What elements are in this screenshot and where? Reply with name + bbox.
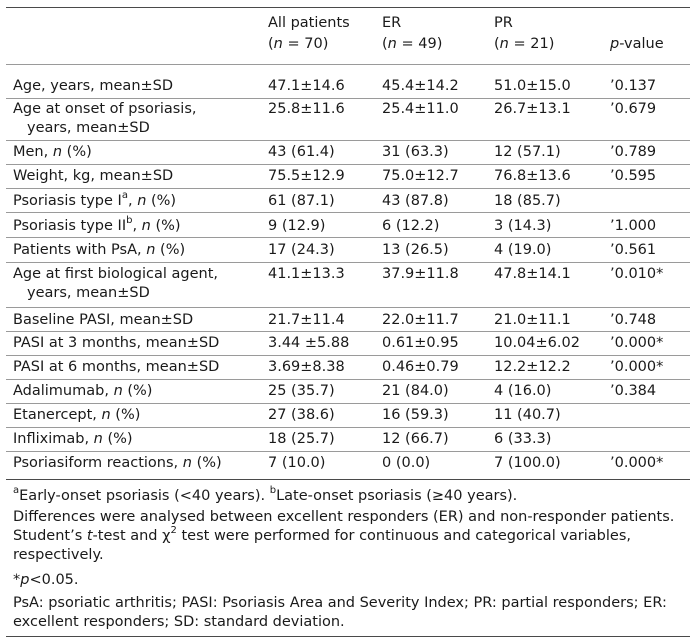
row-label: PASI at 6 months, mean±SD <box>13 359 220 375</box>
cell-er: 75.0±12.7 <box>382 168 459 184</box>
row-rule <box>6 331 690 332</box>
header-pr: PR (n = 21) <box>494 15 555 52</box>
cell-all: 27 (38.6) <box>268 407 335 423</box>
footnote-onset: aEarly-onset psoriasis (<40 years). bLat… <box>13 485 518 504</box>
cell-all: 47.1±14.6 <box>268 78 345 94</box>
row-rule <box>6 140 690 141</box>
row-label: Age at onset of psoriasis, years, mean±S… <box>13 101 197 136</box>
cell-er: 31 (63.3) <box>382 144 449 160</box>
cell-pr: 11 (40.7) <box>494 407 561 423</box>
cell-pr: 26.7±13.1 <box>494 101 571 117</box>
row-label: Age at first biological agent, years, me… <box>13 266 219 301</box>
row-label: Baseline PASI, mean±SD <box>13 312 194 328</box>
header-all-patients: All patients (n = 70) <box>268 15 350 52</box>
cell-er: 45.4±14.2 <box>382 78 459 94</box>
cell-pr: 3 (14.3) <box>494 218 552 234</box>
cell-pr: 7 (100.0) <box>494 455 561 471</box>
row-rule <box>6 98 690 99</box>
row-rule <box>6 188 690 189</box>
cell-pr: 4 (16.0) <box>494 383 552 399</box>
cell-er: 13 (26.5) <box>382 242 449 258</box>
cell-all: 7 (10.0) <box>268 455 326 471</box>
row-rule <box>6 379 690 380</box>
row-label: Patients with PsA, n (%) <box>13 242 186 258</box>
cell-p: ’0.595 <box>610 168 657 184</box>
cell-all: 3.44 ±5.88 <box>268 335 350 351</box>
footnote-significance: *p<0.05. <box>13 572 79 588</box>
cell-pr: 12 (57.1) <box>494 144 561 160</box>
row-label: Etanercept, n (%) <box>13 407 141 423</box>
cell-all: 25 (35.7) <box>268 383 335 399</box>
cell-pr: 21.0±11.1 <box>494 312 571 328</box>
row-label: Age, years, mean±SD <box>13 78 174 94</box>
cell-p: ’0.000* <box>610 335 664 351</box>
header-er: ER (n = 49) <box>382 15 443 52</box>
cell-p: ’0.679 <box>610 101 657 117</box>
row-rule <box>6 164 690 165</box>
cell-all: 75.5±12.9 <box>268 168 345 184</box>
cell-p: ’0.010* <box>610 266 664 282</box>
cell-pr: 76.8±13.6 <box>494 168 571 184</box>
row-rule <box>6 427 690 428</box>
cell-p: ’0.000* <box>610 455 664 471</box>
cell-er: 12 (66.7) <box>382 431 449 447</box>
cell-er: 0 (0.0) <box>382 455 431 471</box>
cell-p: ’0.748 <box>610 312 657 328</box>
cell-er: 37.9±11.8 <box>382 266 459 282</box>
cell-pr: 12.2±12.2 <box>494 359 571 375</box>
row-rule <box>6 262 690 263</box>
cell-p: ’0.384 <box>610 383 657 399</box>
row-rule <box>6 307 690 308</box>
row-rule <box>6 451 690 452</box>
cell-all: 61 (87.1) <box>268 193 335 209</box>
row-rule <box>6 237 690 238</box>
cell-pr: 10.04±6.02 <box>494 335 580 351</box>
cell-all: 18 (25.7) <box>268 431 335 447</box>
row-label: PASI at 3 months, mean±SD <box>13 335 220 351</box>
header-p-value: p-value <box>610 36 664 52</box>
cell-all: 41.1±13.3 <box>268 266 345 282</box>
footnote-methods: Differences were analysed between excell… <box>13 509 675 563</box>
cell-pr: 47.8±14.1 <box>494 266 571 282</box>
cell-pr: 51.0±15.0 <box>494 78 571 94</box>
row-label: Psoriasis type IIb, n (%) <box>13 215 181 234</box>
cell-pr: 6 (33.3) <box>494 431 552 447</box>
row-rule <box>6 212 690 213</box>
cell-all: 17 (24.3) <box>268 242 335 258</box>
row-rule <box>6 403 690 404</box>
cell-pr: 4 (19.0) <box>494 242 552 258</box>
cell-all: 25.8±11.6 <box>268 101 345 117</box>
row-label: Infliximab, n (%) <box>13 431 133 447</box>
top-rule <box>6 7 690 8</box>
row-label: Adalimumab, n (%) <box>13 383 153 399</box>
cell-p: ’1.000 <box>610 218 657 234</box>
cell-p: ’0.137 <box>610 78 657 94</box>
cell-pr: 18 (85.7) <box>494 193 561 209</box>
row-label: Psoriasiform reactions, n (%) <box>13 455 222 471</box>
cell-er: 21 (84.0) <box>382 383 449 399</box>
row-label: Weight, kg, mean±SD <box>13 168 174 184</box>
cell-p: ’0.561 <box>610 242 657 258</box>
cell-er: 0.61±0.95 <box>382 335 459 351</box>
cell-all: 43 (61.4) <box>268 144 335 160</box>
row-label: Men, n (%) <box>13 144 92 160</box>
footnote-abbreviations: PsA: psoriatic arthritis; PASI: Psoriasi… <box>13 595 667 630</box>
cell-all: 9 (12.9) <box>268 218 326 234</box>
bottom-rule <box>6 479 690 480</box>
header-rule <box>6 64 690 65</box>
cell-all: 21.7±11.4 <box>268 312 345 328</box>
cell-er: 0.46±0.79 <box>382 359 459 375</box>
cell-er: 6 (12.2) <box>382 218 440 234</box>
cell-all: 3.69±8.38 <box>268 359 345 375</box>
cell-er: 43 (87.8) <box>382 193 449 209</box>
cell-er: 16 (59.3) <box>382 407 449 423</box>
cell-p: ’0.789 <box>610 144 657 160</box>
row-rule <box>6 355 690 356</box>
cell-p: ’0.000* <box>610 359 664 375</box>
footer-rule <box>6 636 690 637</box>
row-label: Psoriasis type Ia, n (%) <box>13 190 177 209</box>
cell-er: 22.0±11.7 <box>382 312 459 328</box>
cell-er: 25.4±11.0 <box>382 101 459 117</box>
